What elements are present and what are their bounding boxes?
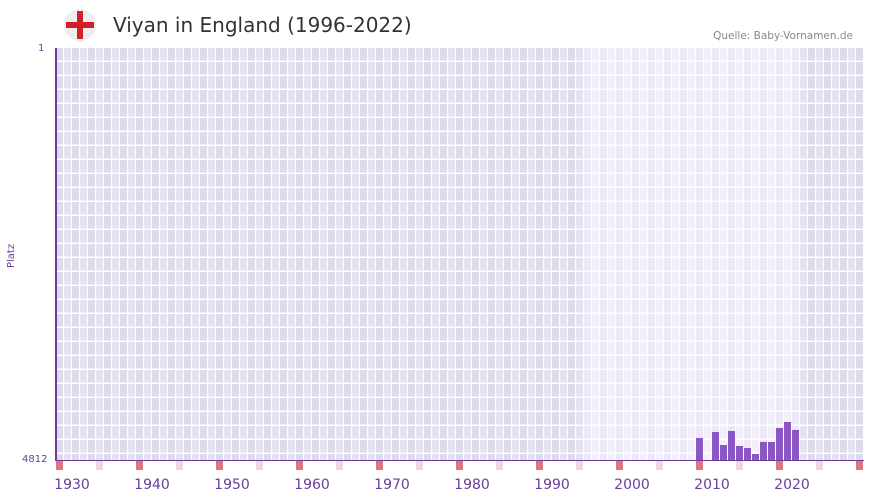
x-tick-2000: 2000 [614, 477, 650, 493]
year-marker [736, 461, 743, 470]
year-marker [416, 461, 423, 470]
year-marker [336, 461, 343, 470]
year-marker [656, 461, 663, 470]
x-tick-2020: 2020 [774, 477, 810, 493]
year-marker [496, 461, 503, 470]
year-marker [696, 461, 703, 470]
year-marker [376, 461, 383, 470]
year-marker [856, 461, 863, 470]
x-tick-1990: 1990 [534, 477, 570, 493]
bar-2020 [792, 430, 799, 460]
year-marker [136, 461, 143, 470]
x-tick-1930: 1930 [54, 477, 90, 493]
bar-2008 [696, 438, 703, 460]
year-marker [256, 461, 263, 470]
bar-2018 [776, 428, 783, 460]
x-tick-1970: 1970 [374, 477, 410, 493]
y-tick-top: 1 [38, 43, 45, 54]
year-marker [576, 461, 583, 470]
bar-2017 [768, 442, 775, 460]
x-axis [55, 459, 864, 461]
plot-area [56, 48, 864, 460]
bar-2012 [728, 431, 735, 460]
x-tick-1950: 1950 [214, 477, 250, 493]
x-tick-1940: 1940 [134, 477, 170, 493]
bar-2013 [736, 446, 743, 460]
year-marker [296, 461, 303, 470]
y-axis-title: Platz [6, 243, 17, 268]
y-axis [55, 48, 57, 461]
y-tick-bottom: 4812 [22, 454, 48, 465]
chart-title: Viyan in England (1996-2022) [113, 13, 412, 37]
bar-2019 [784, 422, 791, 460]
england-flag-icon [64, 9, 96, 41]
x-tick-2010: 2010 [694, 477, 730, 493]
year-marker [816, 461, 823, 470]
year-marker [536, 461, 543, 470]
bar-2015 [752, 454, 759, 460]
bar-2016 [760, 442, 767, 460]
year-marker [776, 461, 783, 470]
year-marker [456, 461, 463, 470]
year-marker [216, 461, 223, 470]
bar-2010 [712, 432, 719, 460]
year-marker [616, 461, 623, 470]
year-marker [176, 461, 183, 470]
year-marker [56, 461, 63, 470]
x-tick-1960: 1960 [294, 477, 330, 493]
source-label: Quelle: Baby-Vornamen.de [713, 30, 853, 42]
bar-2011 [720, 445, 727, 460]
x-tick-1980: 1980 [454, 477, 490, 493]
bar-2014 [744, 448, 751, 460]
year-marker [96, 461, 103, 470]
